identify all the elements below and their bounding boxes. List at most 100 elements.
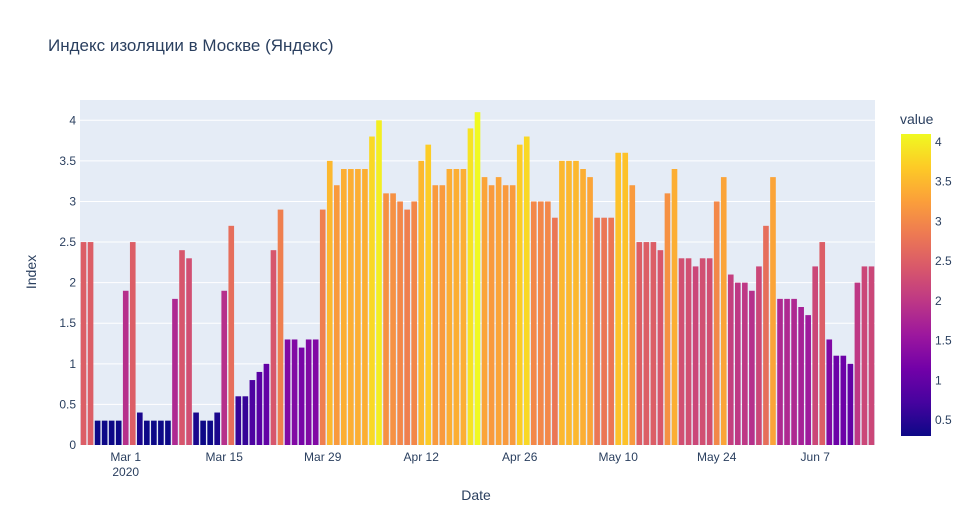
- bar: [552, 217, 558, 445]
- bar: [144, 420, 150, 445]
- bar: [601, 217, 607, 445]
- x-tick-label: Apr 26: [502, 450, 538, 464]
- bar: [172, 298, 178, 445]
- bar: [474, 112, 481, 446]
- bar: [284, 339, 291, 445]
- x-axis-title: Date: [461, 487, 491, 503]
- bar: [446, 169, 453, 445]
- bar: [868, 266, 875, 445]
- bar: [756, 266, 762, 445]
- bar: [383, 193, 389, 445]
- bar: [101, 420, 108, 445]
- bar: [650, 242, 657, 445]
- bar: [333, 185, 340, 445]
- bar: [819, 242, 826, 445]
- bar: [460, 169, 467, 445]
- bar: [319, 209, 326, 445]
- bar: [713, 201, 720, 445]
- bar: [706, 258, 713, 445]
- bar: [249, 380, 256, 445]
- bar: [397, 201, 403, 445]
- y-tick-label: 3: [69, 194, 76, 208]
- bar: [108, 420, 115, 445]
- bars: [80, 112, 875, 446]
- bar: [685, 258, 692, 445]
- bar: [488, 185, 495, 445]
- bar: [538, 201, 544, 445]
- bar: [277, 209, 284, 445]
- y-axis: 0 0.5 1 1.5 2 2.5 3 3.5 4: [59, 113, 76, 452]
- bar: [861, 266, 868, 445]
- bar: [404, 209, 410, 445]
- bar: [129, 242, 136, 445]
- colorbar-tick-label: 0.5: [935, 413, 952, 427]
- colorbar-tick-label: 2.5: [935, 254, 952, 268]
- bar: [298, 347, 305, 445]
- bar: [221, 290, 228, 445]
- bar: [699, 258, 706, 445]
- x-tick-label: Mar 1: [110, 450, 141, 464]
- y-tick-label: 3.5: [59, 154, 76, 168]
- colorbar-tick-label: 1: [935, 373, 942, 387]
- bar: [854, 282, 861, 445]
- bar: [580, 169, 586, 445]
- bar: [826, 339, 833, 445]
- bar: [179, 250, 185, 445]
- bar: [439, 185, 446, 445]
- bar: [355, 169, 361, 445]
- bar: [263, 363, 270, 445]
- bar: [165, 420, 171, 445]
- bar: [158, 420, 164, 445]
- colorbar-gradient: [901, 134, 931, 436]
- bar: [608, 217, 614, 445]
- bar: [559, 160, 565, 445]
- y-tick-label: 2.5: [59, 235, 76, 249]
- bar: [847, 363, 854, 445]
- bar: [362, 169, 368, 445]
- bar: [411, 201, 417, 445]
- y-axis-title: Index: [23, 255, 39, 289]
- bar: [291, 339, 298, 445]
- x-tick-label: Jun 7: [801, 450, 831, 464]
- bar: [727, 274, 734, 445]
- bar: [530, 201, 537, 445]
- y-tick-label: 4: [69, 113, 76, 127]
- bar: [193, 412, 199, 445]
- bar: [812, 266, 819, 445]
- y-tick-label: 2: [69, 276, 76, 290]
- bar: [671, 169, 678, 445]
- colorbar-tick-label: 3: [935, 214, 942, 228]
- colorbar-title: value: [900, 111, 934, 127]
- bar: [270, 250, 277, 445]
- bar: [749, 290, 755, 445]
- bar: [770, 177, 776, 445]
- colorbar-tick-label: 4: [935, 135, 942, 149]
- bar: [545, 201, 551, 445]
- bar: [341, 169, 347, 445]
- y-tick-label: 0: [69, 438, 76, 452]
- bar: [643, 242, 650, 445]
- bar: [734, 282, 741, 445]
- bar: [115, 420, 122, 445]
- bar: [523, 136, 530, 445]
- bar: [664, 193, 671, 445]
- y-tick-label: 1.5: [59, 316, 76, 330]
- bar: [777, 298, 783, 445]
- bar: [840, 355, 847, 445]
- bar: [587, 177, 593, 445]
- bar: [326, 160, 333, 445]
- colorbar: value 0.5 1 1.5 2 2.5 3 3.5 4: [900, 111, 952, 436]
- bar: [629, 185, 636, 445]
- bar: [481, 177, 488, 445]
- bar: [256, 371, 263, 445]
- colorbar-tick-label: 1.5: [935, 334, 952, 348]
- bar: [242, 396, 249, 445]
- bar: [678, 258, 685, 445]
- bar: [622, 152, 629, 445]
- y-tick-label: 1: [69, 357, 76, 371]
- x-tick-label: Apr 12: [404, 450, 440, 464]
- bar: [80, 242, 87, 445]
